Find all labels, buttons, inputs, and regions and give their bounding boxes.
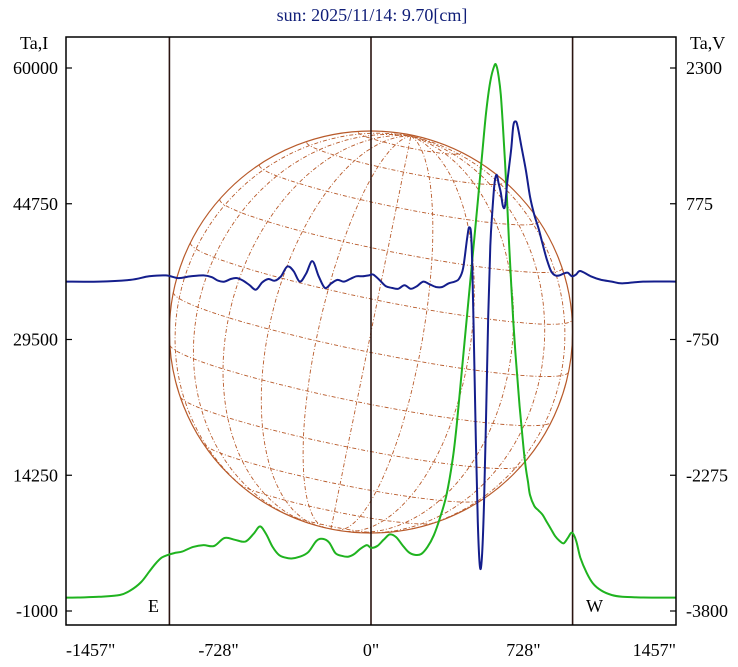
series-line-polarization: [65, 120, 677, 571]
plot-area: [65, 37, 677, 625]
x-tick-label: 728": [506, 640, 540, 660]
disk-parallel: [203, 443, 482, 503]
y-right-tick-label: 2300: [686, 58, 722, 78]
disk-meridian: [222, 135, 411, 524]
west-limb-label: W: [586, 596, 603, 616]
disk-meridian: [336, 135, 434, 531]
disk-parallel: [239, 483, 433, 525]
disk-parallel: [306, 142, 505, 185]
x-tick-label: 0": [363, 640, 379, 660]
disk-meridian: [367, 135, 546, 534]
axis-ticks: -1457" -728" 0" 728" 1457" 60000 44750 29500 142…: [13, 58, 728, 660]
disk-meridian: [346, 135, 475, 532]
y-left-tick-label: -1000: [16, 601, 58, 621]
y-right-tick-label: -3800: [686, 601, 728, 621]
x-tick-label: -728": [198, 640, 238, 660]
disk-parallel: [259, 165, 540, 226]
left-axis-label: Ta,I: [20, 33, 48, 53]
disk-parallel: [219, 199, 563, 273]
disk-parallel: [169, 344, 552, 427]
disk-parallel: [180, 397, 522, 470]
right-axis-label: Ta,V: [690, 33, 725, 53]
disk-meridian: [260, 135, 411, 526]
x-tick-label: -1457": [66, 640, 115, 660]
y-right-tick-label: -2275: [686, 465, 728, 485]
plot-frame: [65, 36, 677, 626]
y-left-tick-label: 29500: [13, 330, 58, 350]
disk-meridian: [330, 135, 412, 529]
y-right-tick-label: 775: [686, 194, 713, 214]
east-limb-label: E: [148, 596, 159, 616]
series-line-intensity: [65, 62, 677, 599]
chart-title: sun: 2025/11/14: 9.70[cm]: [277, 5, 468, 25]
y-left-tick-label: 44750: [13, 194, 58, 214]
y-left-tick-label: 60000: [13, 58, 58, 78]
disk-parallel: [285, 513, 379, 534]
y-right-tick-label: -750: [686, 330, 719, 350]
y-left-tick-label: 14250: [13, 465, 58, 485]
disk-meridian: [302, 135, 411, 529]
disk-meridian: [353, 135, 514, 533]
disk-parallel: [190, 242, 573, 325]
disk-parallel: [172, 292, 570, 377]
x-tick-label: 1457": [633, 640, 676, 660]
disk-meridian: [192, 134, 411, 520]
